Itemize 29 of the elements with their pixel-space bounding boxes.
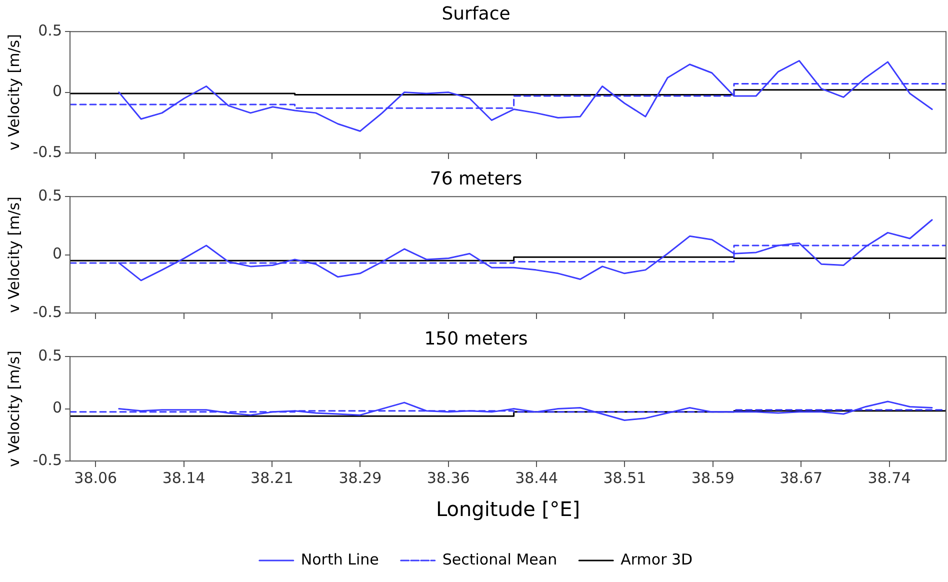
x-tick-label: 38.36 bbox=[426, 468, 470, 487]
x-tick-label: 38.67 bbox=[780, 468, 823, 487]
x-tick-label: 38.44 bbox=[515, 468, 558, 487]
chart-title: 150 meters bbox=[424, 328, 528, 350]
chart-title: Surface bbox=[442, 3, 510, 24]
y-axis-title: v Velocity [m/s] bbox=[4, 34, 23, 151]
legend-label: Armor 3D bbox=[620, 550, 693, 568]
y-tick-label: 0 bbox=[52, 398, 62, 417]
y-tick-label: 0 bbox=[52, 244, 62, 263]
y-tick-label: 0.5 bbox=[38, 346, 62, 364]
y-axis-title: v Velocity [m/s] bbox=[4, 196, 23, 314]
x-tick-label: 38.29 bbox=[338, 468, 382, 487]
y-tick-label: -0.5 bbox=[32, 142, 62, 161]
x-axis-title: Longitude [°E] bbox=[436, 497, 580, 522]
y-tick-label: 0 bbox=[52, 82, 62, 100]
x-tick-label: 38.21 bbox=[250, 468, 294, 487]
legend-label: Sectional Mean bbox=[442, 550, 558, 568]
x-tick-label: 38.74 bbox=[868, 468, 911, 487]
chart-title: 76 meters bbox=[430, 168, 522, 190]
y-tick-label: -0.5 bbox=[32, 302, 62, 321]
x-tick-label: 38.14 bbox=[162, 468, 206, 487]
y-tick-label: 0.5 bbox=[38, 186, 62, 204]
y-tick-label: 0.5 bbox=[38, 21, 62, 40]
y-axis-title: v Velocity [m/s] bbox=[4, 350, 23, 468]
y-tick-label: -0.5 bbox=[32, 450, 62, 469]
legend-label: North Line bbox=[300, 550, 379, 568]
x-tick-label: 38.59 bbox=[691, 468, 734, 487]
x-tick-label: 38.51 bbox=[603, 468, 646, 487]
x-tick-label: 38.06 bbox=[74, 468, 118, 487]
